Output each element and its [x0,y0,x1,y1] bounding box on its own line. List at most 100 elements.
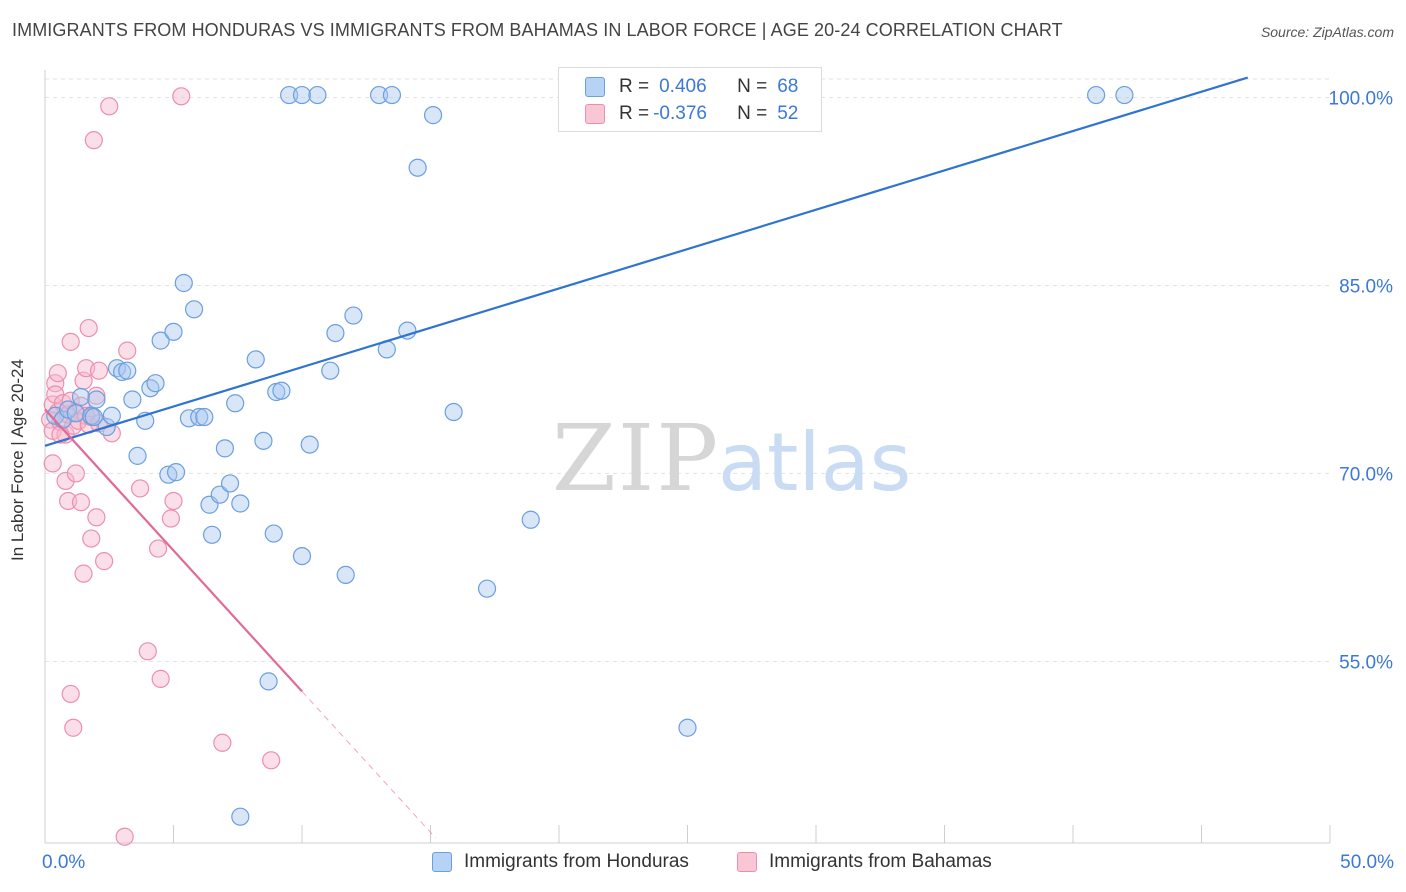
bahamas-points [41,87,281,846]
honduras-point [292,547,312,566]
honduras-point [272,381,291,400]
honduras-point [246,350,265,369]
honduras-point [408,158,427,177]
legend-n-label: N = [737,76,768,97]
honduras-point [231,807,250,826]
bahamas-point [130,479,150,498]
bahamas-point [79,318,98,338]
bahamas-point [151,669,170,688]
bottom-legend-bahamas: Immigrants from Bahamas [737,851,992,873]
trend-lines [44,76,1249,839]
bahamas-point [213,733,232,752]
bahamas-point [64,718,83,737]
bahamas-point [61,684,80,704]
bahamas-point [74,564,93,583]
y-tick-label: 70.0% [1339,464,1393,485]
bahamas-trend-line [44,408,303,693]
legend-honduras-n: 68 [777,76,799,97]
bahamas-trend-extension [301,691,437,839]
bahamas-point [148,539,168,558]
grid-lines [45,78,1330,662]
y-tick-labels: 100.0% 85.0% 70.0% 55.0% [1329,89,1394,674]
legend-honduras-r: 0.406 [659,76,707,97]
watermark-zip: ZIP [552,405,720,512]
legend-r-label: R = [619,76,650,97]
honduras-point [292,85,312,105]
bahamas-point [61,332,80,351]
legend-bahamas-r: -0.376 [653,103,707,124]
legend-r-label: R = [619,103,650,124]
honduras-point [280,85,299,105]
honduras-point [190,407,209,427]
bahamas-legend-label: Immigrants from Bahamas [769,851,992,872]
x-tick-label-min: 0.0% [42,852,86,873]
bahamas-point [100,97,119,116]
honduras-point [370,85,389,105]
honduras-point [141,379,160,398]
honduras-point [308,85,327,105]
honduras-point [678,718,697,737]
bahamas-point [161,509,181,528]
legend-n-label: N = [737,103,768,124]
honduras-point [336,565,355,584]
honduras-point [382,85,402,105]
source-credit: Source: ZipAtlas.com [1260,24,1394,40]
honduras-point [71,387,91,407]
honduras-point [164,322,183,341]
honduras-point [300,435,319,454]
bahamas-point [43,454,62,473]
honduras-point [344,306,363,325]
honduras-point [444,402,463,422]
honduras-point [84,407,103,427]
honduras-point [210,485,229,504]
y-axis-label: In Labor Force | Age 20-24 [8,359,27,561]
honduras-point [123,390,142,409]
honduras-point [1115,85,1134,105]
honduras-point [215,439,234,458]
bahamas-legend-swatch [737,852,757,872]
bahamas-point [82,529,101,548]
axes [44,70,1331,844]
honduras-point [195,407,214,427]
bahamas-point [59,491,78,511]
honduras-point [423,106,443,125]
bahamas-point [262,751,281,770]
honduras-point [254,431,273,450]
honduras-point [102,406,121,425]
honduras-point [398,321,417,340]
y-tick-label: 100.0% [1329,89,1394,110]
bahamas-point [71,493,91,512]
bahamas-point [87,508,106,527]
bahamas-point [115,827,134,846]
honduras-point [477,579,497,598]
correlation-legend: R = 0.406 N = 68 R = -0.376 N = 52 [558,67,822,132]
honduras-point [1087,85,1106,105]
bahamas-point [138,642,157,661]
watermark: ZIP atlas [552,405,911,512]
honduras-legend-swatch [432,852,452,872]
honduras-point [326,323,345,343]
honduras-point [259,672,278,691]
chart-title: IMMIGRANTS FROM HONDURAS VS IMMIGRANTS F… [12,20,1063,40]
bahamas-point [48,364,67,383]
honduras-point [118,361,137,380]
honduras-point [151,331,170,350]
watermark-atlas: atlas [718,416,911,509]
y-tick-label: 85.0% [1339,276,1393,297]
honduras-point [231,494,250,513]
honduras-swatch [585,77,605,97]
honduras-point [87,390,106,409]
bahamas-point [164,491,183,511]
honduras-point [226,394,245,413]
honduras-point [321,361,340,380]
honduras-point [146,374,165,393]
bahamas-point [172,87,191,106]
honduras-trend-line [44,76,1249,447]
honduras-point [521,510,540,529]
bahamas-point [95,552,114,571]
honduras-point [128,446,147,465]
honduras-legend-label: Immigrants from Honduras [464,851,689,872]
bahamas-point [66,464,85,483]
bahamas-point [118,341,137,360]
